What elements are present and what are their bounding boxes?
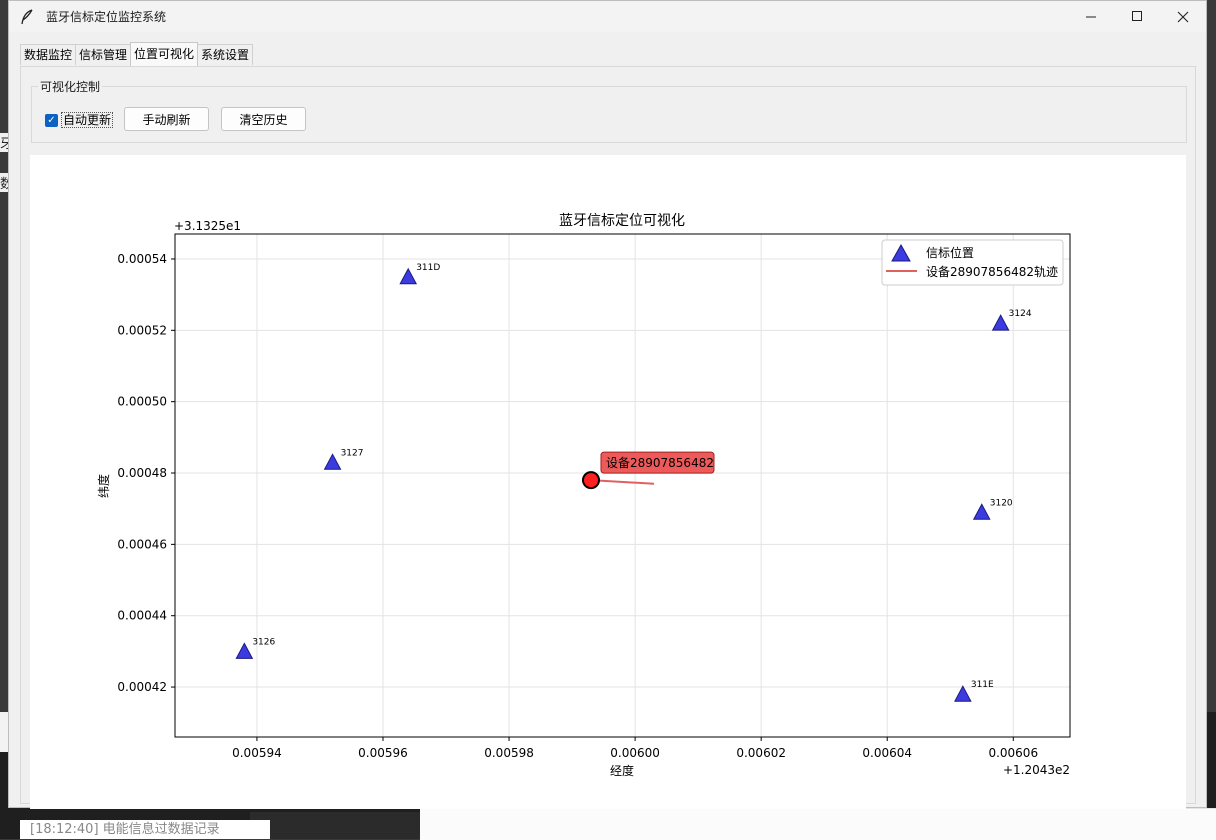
visualization-panel: 可视化控制 ✓ 自动更新 手动刷新 清空历史 蓝牙信标定位可视化 +3.1325… xyxy=(20,66,1196,809)
x-offset-label: +1.2043e2 xyxy=(1003,763,1070,777)
beacon-triangle-icon xyxy=(991,314,1010,331)
device-label: 设备28907856482 xyxy=(606,456,714,470)
minimize-icon xyxy=(1085,16,1096,18)
legend-label-trail: 设备28907856482轨迹 xyxy=(926,265,1058,279)
group-label: 可视化控制 xyxy=(38,78,103,95)
beacon-triangle-icon xyxy=(235,642,254,659)
grid-lines xyxy=(175,234,1070,737)
device-position-marker xyxy=(581,471,600,490)
y-tick-label: 0.00042 xyxy=(117,680,167,694)
maximize-button[interactable] xyxy=(1114,1,1160,32)
tab-beacon-management[interactable]: 信标管理 xyxy=(75,44,132,65)
x-tick-label: 0.00606 xyxy=(988,746,1038,760)
legend-label-beacons: 信标位置 xyxy=(926,245,974,260)
beacon-triangle-icon xyxy=(323,453,342,470)
background-text-fragment: 数 xyxy=(0,173,8,192)
y-tick-label: 0.00052 xyxy=(117,323,167,337)
x-tick-label: 0.00598 xyxy=(484,746,534,760)
refresh-button[interactable]: 手动刷新 xyxy=(124,107,209,131)
x-tick-label: 0.00596 xyxy=(358,746,408,760)
beacon-id-label: 311E xyxy=(971,680,994,690)
x-axis-label: 经度 xyxy=(610,763,634,778)
plot-canvas[interactable]: 蓝牙信标定位可视化 +3.1325e1 +1.2043e2 经度 纬度 0.00… xyxy=(30,155,1186,809)
y-tick-label: 0.00050 xyxy=(117,395,167,409)
tab-position-visualization[interactable]: 位置可视化 xyxy=(130,42,199,66)
x-tick-label: 0.00602 xyxy=(736,746,786,760)
device-label-box xyxy=(600,451,715,474)
close-icon xyxy=(1177,11,1189,22)
visualization-control-group: 可视化控制 ✓ 自动更新 手动刷新 清空历史 xyxy=(31,78,1187,143)
tab-bar: 数据监控 信标管理 位置可视化 系统设置 xyxy=(20,42,254,66)
background-window-edge xyxy=(0,712,8,752)
device-marker-group: 设备28907856482 xyxy=(581,451,715,490)
tab-system-settings[interactable]: 系统设置 xyxy=(197,44,254,65)
background-folder-item xyxy=(250,812,420,839)
legend-box xyxy=(881,239,1064,286)
y-axis-ticks: 0.00054 0.00052 0.00050 0.00048 0.00046 0.000… xyxy=(117,252,175,694)
maximize-icon xyxy=(1131,11,1142,21)
background-text-fragment: 牙 xyxy=(0,133,8,152)
app-window: 蓝牙信标定位监控系统 数据监控 信标管理 位置可视化 系统设置 可视化控制 ✓ … xyxy=(8,0,1207,809)
x-tick-label: 0.00604 xyxy=(862,746,912,760)
device-trail xyxy=(590,479,655,485)
background-file-row xyxy=(420,808,1216,840)
legend-triangle-icon xyxy=(891,243,911,262)
x-tick-label: 0.00594 xyxy=(232,746,282,760)
trail-line xyxy=(590,479,655,485)
auto-update-label: 自动更新 xyxy=(61,112,114,128)
tab-data-monitor[interactable]: 数据监控 xyxy=(20,44,77,65)
minimize-button[interactable] xyxy=(1068,1,1114,32)
background-log-line: [18:12:40] 电能信息过数据记录 xyxy=(20,820,270,839)
x-tick-label: 0.00600 xyxy=(610,746,660,760)
y-tick-label: 0.00048 xyxy=(117,466,167,480)
y-offset-label: +3.1325e1 xyxy=(174,219,241,233)
y-axis-label: 纬度 xyxy=(96,474,111,498)
y-tick-label: 0.00044 xyxy=(117,609,167,623)
beacon-triangle-icon xyxy=(972,503,991,520)
beacon-triangle-icon xyxy=(399,267,418,285)
checkmark-icon[interactable]: ✓ xyxy=(45,113,58,127)
beacon-id-label: 3127 xyxy=(341,448,364,458)
feather-icon xyxy=(18,8,36,26)
close-button[interactable] xyxy=(1160,1,1206,32)
y-tick-label: 0.00046 xyxy=(117,537,167,551)
beacon-triangle-icon xyxy=(954,685,972,702)
beacon-id-label: 311D xyxy=(416,263,440,273)
beacon-markers: 311D 3124 3127 3120 3126 311E xyxy=(235,263,1032,702)
y-tick-label: 0.00054 xyxy=(117,252,167,266)
beacon-id-label: 3120 xyxy=(990,498,1013,508)
chart-title: 蓝牙信标定位可视化 xyxy=(559,213,685,229)
beacon-id-label: 3124 xyxy=(1009,309,1032,319)
title-bar[interactable]: 蓝牙信标定位监控系统 xyxy=(9,1,1206,32)
position-chart: 蓝牙信标定位可视化 +3.1325e1 +1.2043e2 经度 纬度 0.00… xyxy=(96,213,1071,778)
window-title: 蓝牙信标定位监控系统 xyxy=(46,10,167,24)
plot-frame xyxy=(174,233,1071,738)
auto-update-checkbox[interactable]: ✓ 自动更新 xyxy=(45,112,114,128)
x-axis-ticks: 0.00594 0.00596 0.00598 0.00600 0.00602 0.006… xyxy=(232,737,1038,760)
beacon-id-label: 3126 xyxy=(252,637,275,647)
legend: 信标位置 设备28907856482轨迹 xyxy=(881,239,1064,286)
clear-history-button[interactable]: 清空历史 xyxy=(221,107,306,131)
